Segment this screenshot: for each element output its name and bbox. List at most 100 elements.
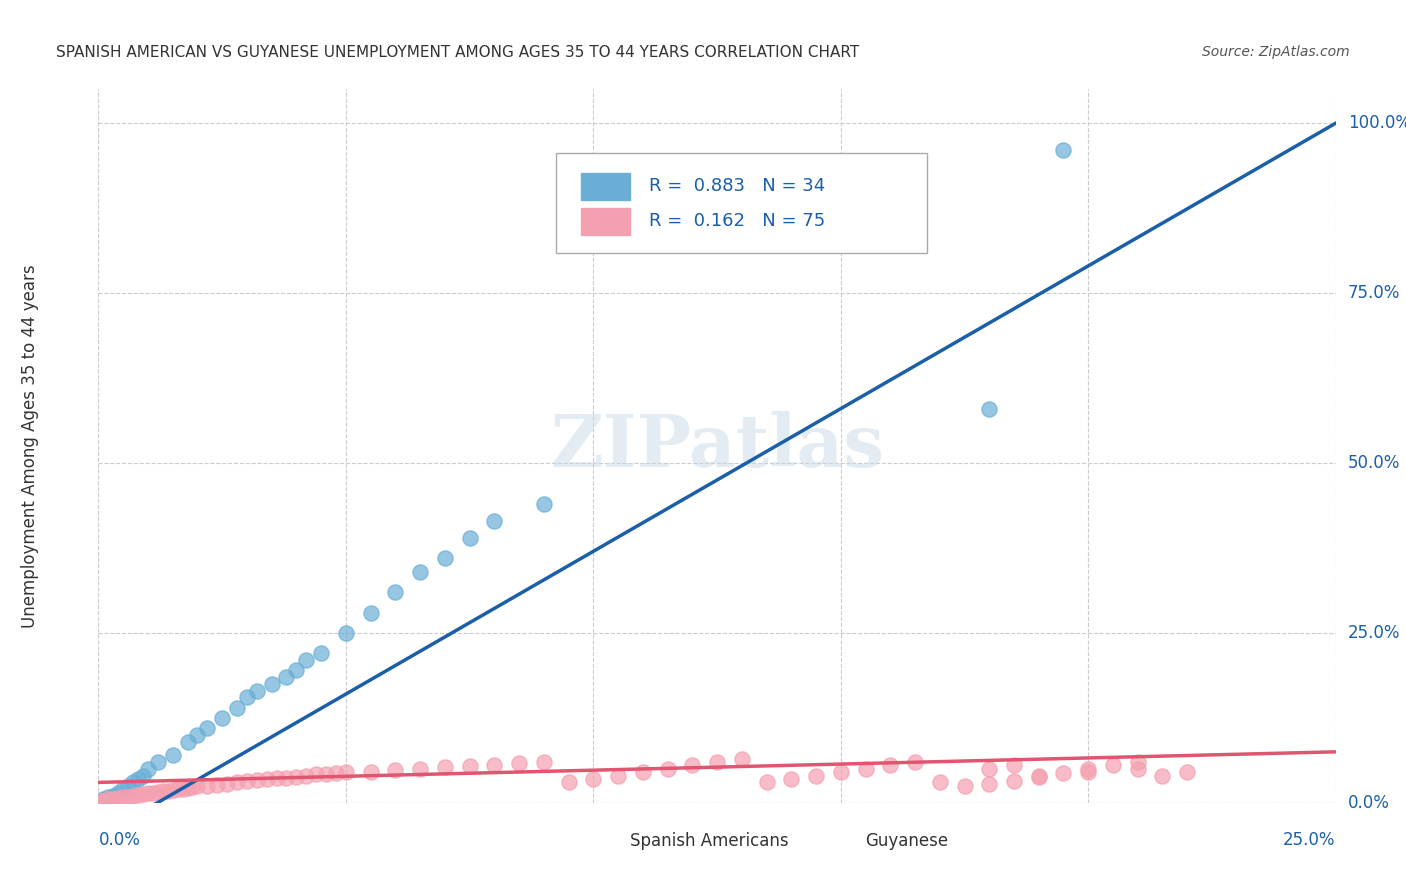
Text: Spanish Americans: Spanish Americans xyxy=(630,832,789,850)
Text: 100.0%: 100.0% xyxy=(1348,114,1406,132)
Point xyxy=(107,786,129,800)
Point xyxy=(226,775,249,789)
Text: Source: ZipAtlas.com: Source: ZipAtlas.com xyxy=(1202,45,1350,59)
Point xyxy=(631,765,654,780)
Text: 0.0%: 0.0% xyxy=(98,831,141,849)
Point xyxy=(266,772,288,786)
Point xyxy=(384,763,406,777)
Text: R =  0.162   N = 75: R = 0.162 N = 75 xyxy=(650,212,825,230)
Point xyxy=(205,778,228,792)
Point xyxy=(928,775,950,789)
Point xyxy=(433,551,456,566)
Point xyxy=(146,785,169,799)
Text: 25.0%: 25.0% xyxy=(1348,624,1400,642)
Point xyxy=(1002,774,1025,789)
Point xyxy=(1052,765,1074,780)
Point xyxy=(1102,758,1125,772)
Point xyxy=(1028,770,1050,784)
Point xyxy=(1126,755,1149,769)
Point xyxy=(103,791,125,805)
Point xyxy=(458,531,481,545)
Point xyxy=(127,788,149,802)
Point xyxy=(335,765,357,780)
Point xyxy=(706,755,728,769)
Point xyxy=(1152,769,1174,783)
Point xyxy=(127,772,149,786)
Point xyxy=(979,401,1001,416)
Point xyxy=(325,765,347,780)
Point xyxy=(236,774,259,789)
Point xyxy=(409,565,432,579)
Point xyxy=(508,756,530,771)
Point xyxy=(246,772,269,787)
Point xyxy=(855,762,877,776)
Point xyxy=(1028,769,1050,783)
Point xyxy=(172,781,194,796)
Point xyxy=(186,728,208,742)
Point xyxy=(1077,762,1099,776)
Point xyxy=(409,762,432,776)
Point xyxy=(142,786,165,800)
FancyBboxPatch shape xyxy=(581,209,630,235)
Point xyxy=(384,585,406,599)
Point xyxy=(162,748,184,763)
FancyBboxPatch shape xyxy=(557,153,928,253)
Point xyxy=(780,772,803,786)
FancyBboxPatch shape xyxy=(804,830,853,853)
Point xyxy=(107,791,129,805)
Point xyxy=(953,779,976,793)
Point xyxy=(195,721,218,735)
Point xyxy=(335,626,357,640)
Point xyxy=(195,779,218,793)
Point xyxy=(879,758,901,772)
FancyBboxPatch shape xyxy=(581,173,630,200)
Point xyxy=(103,789,125,803)
Point xyxy=(360,606,382,620)
Point xyxy=(755,775,778,789)
Point xyxy=(246,683,269,698)
Point xyxy=(295,769,318,783)
Point xyxy=(1175,765,1198,780)
Point xyxy=(132,787,155,801)
Point xyxy=(211,711,233,725)
Text: 50.0%: 50.0% xyxy=(1348,454,1400,472)
Point xyxy=(557,775,579,789)
Text: 25.0%: 25.0% xyxy=(1284,831,1336,849)
Point xyxy=(607,769,630,783)
Point xyxy=(217,777,239,791)
Point xyxy=(582,772,605,786)
Point xyxy=(132,769,155,783)
Point xyxy=(830,765,852,780)
Point xyxy=(484,757,506,772)
Point xyxy=(236,690,259,705)
Point xyxy=(256,772,278,786)
Text: SPANISH AMERICAN VS GUYANESE UNEMPLOYMENT AMONG AGES 35 TO 44 YEARS CORRELATION : SPANISH AMERICAN VS GUYANESE UNEMPLOYMEN… xyxy=(56,45,859,60)
Text: 75.0%: 75.0% xyxy=(1348,284,1400,302)
Point xyxy=(533,497,555,511)
Point xyxy=(136,786,159,800)
Point xyxy=(122,775,145,789)
Point xyxy=(295,653,318,667)
Point xyxy=(360,764,382,779)
Point xyxy=(657,762,679,776)
Point xyxy=(681,758,703,772)
Point xyxy=(176,734,198,748)
Point xyxy=(1002,758,1025,772)
Point xyxy=(136,762,159,776)
Point xyxy=(433,760,456,774)
Point xyxy=(97,792,120,806)
Point xyxy=(1126,762,1149,776)
Point xyxy=(979,777,1001,791)
Point xyxy=(260,677,283,691)
Point xyxy=(152,784,174,798)
Point xyxy=(162,783,184,797)
Text: Unemployment Among Ages 35 to 44 years: Unemployment Among Ages 35 to 44 years xyxy=(21,264,39,628)
Point xyxy=(122,789,145,803)
Point xyxy=(804,769,827,783)
Point xyxy=(93,794,115,808)
Point xyxy=(309,646,332,660)
Point xyxy=(276,670,298,684)
Point xyxy=(97,790,120,805)
Point xyxy=(117,779,139,793)
Point xyxy=(112,790,135,805)
